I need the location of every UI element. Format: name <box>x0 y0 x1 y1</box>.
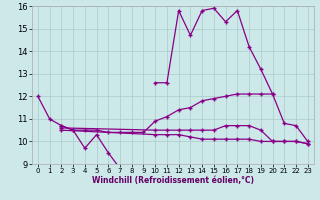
X-axis label: Windchill (Refroidissement éolien,°C): Windchill (Refroidissement éolien,°C) <box>92 176 254 185</box>
